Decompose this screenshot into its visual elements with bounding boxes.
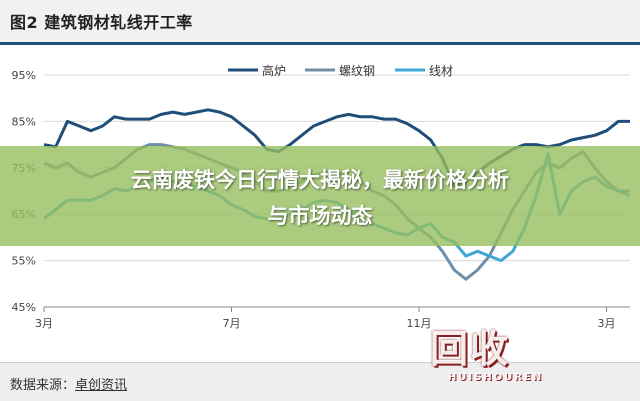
- site-watermark: 回收 HUISHOUREN: [430, 318, 630, 396]
- series-line-1: [43, 108, 630, 188]
- x-tick-label: 11月: [407, 317, 432, 330]
- legend-label: 线材: [429, 64, 453, 78]
- headline-line-1: 云南废铁今日行情大揭秘，最新价格分析: [131, 168, 509, 192]
- source-name: 卓创资讯: [75, 378, 128, 393]
- headline-band: [0, 146, 640, 246]
- headline-line-2: 与市场动态: [267, 204, 373, 228]
- watermark-subtext: HUISHOUREN: [448, 372, 544, 383]
- x-tick-label: 7月: [223, 317, 241, 330]
- figure-header: 图2 建筑钢材轧线开工率: [0, 0, 640, 45]
- legend-label: 高炉: [262, 63, 286, 78]
- legend-label: 螺纹钢: [339, 64, 375, 78]
- x-tick-label: 3月: [35, 317, 53, 330]
- x-tick-label: 3月: [598, 317, 616, 330]
- source-prefix: 数据来源：: [10, 378, 76, 393]
- source-label: 数据来源：卓创资讯: [10, 374, 127, 393]
- source-bar: 数据来源：卓创资讯: [0, 362, 640, 401]
- y-tick-label: 45%: [12, 301, 36, 314]
- y-tick-label: 55%: [12, 255, 36, 268]
- figure-title: 图2 建筑钢材轧线开工率: [10, 13, 193, 32]
- watermark-logo: 回收: [430, 327, 511, 371]
- y-tick-label: 95%: [12, 69, 36, 82]
- headline-overlay: 云南废铁今日行情大揭秘，最新价格分析 与市场动态: [0, 162, 640, 234]
- y-tick-label: 85%: [12, 115, 36, 128]
